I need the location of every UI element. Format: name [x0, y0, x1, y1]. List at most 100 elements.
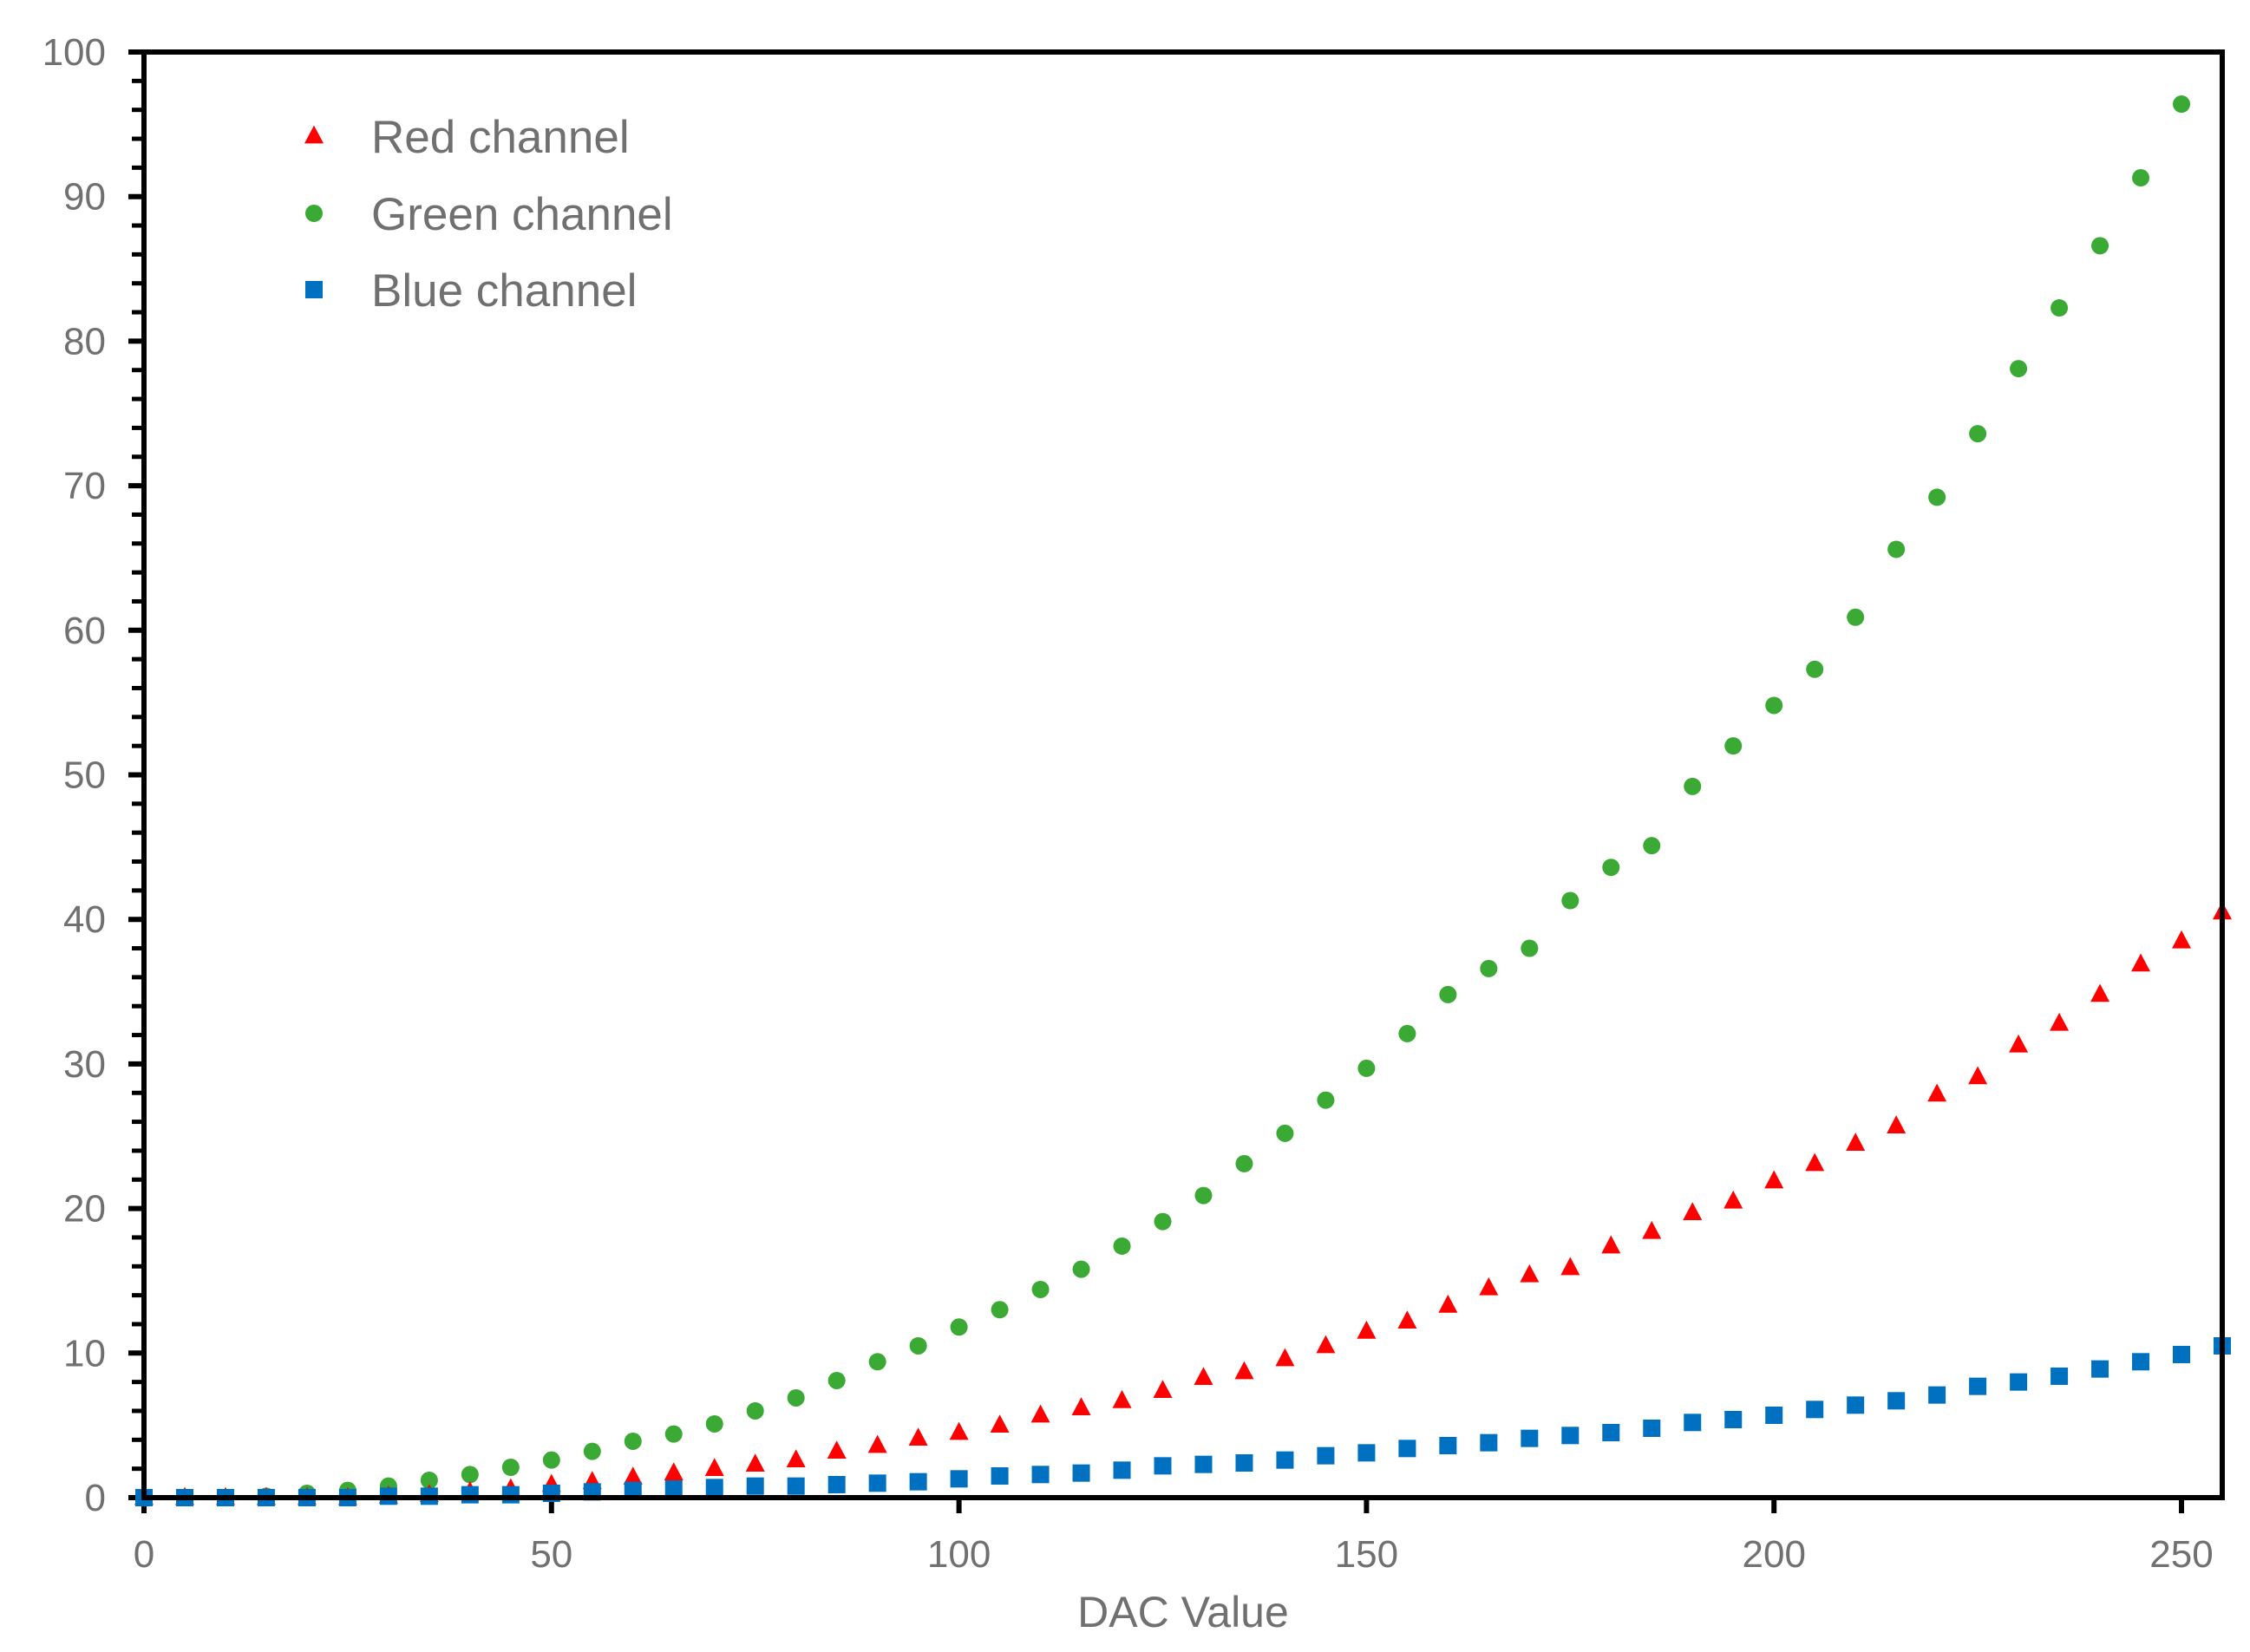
triangle-point	[1357, 1320, 1377, 1339]
square-point	[664, 1479, 683, 1498]
triangle-point	[1520, 1263, 1540, 1283]
y-tick-label: 80	[63, 320, 106, 362]
triangle-point	[786, 1449, 806, 1468]
triangle-point	[1030, 1404, 1050, 1423]
y-tick-label: 0	[85, 1477, 106, 1519]
triangle-point	[1479, 1277, 1499, 1296]
triangle-point	[2009, 1034, 2029, 1053]
circle-point	[1276, 1124, 1294, 1142]
triangle-point	[1805, 1152, 1825, 1172]
x-ticks: 0 50 100 150 200 250	[134, 1498, 2214, 1576]
square-point	[1724, 1410, 1743, 1428]
y-tick-label: 50	[63, 754, 106, 797]
square-point	[2132, 1353, 2150, 1371]
square-point	[1684, 1414, 1702, 1432]
square-point	[746, 1477, 764, 1495]
triangle-point	[949, 1421, 969, 1440]
circle-point	[1561, 891, 1580, 910]
series-red-channel	[134, 901, 2232, 1505]
circle-point	[1031, 1280, 1050, 1298]
triangle-point	[1642, 1220, 1662, 1239]
triangle-point	[1438, 1294, 1458, 1313]
circle-point	[909, 1336, 927, 1355]
square-point	[1806, 1401, 1824, 1419]
circle-point	[1724, 737, 1743, 755]
x-tick-label: 150	[1335, 1533, 1398, 1576]
triangle-point	[1968, 1066, 1988, 1085]
y-tick-label: 70	[63, 465, 106, 507]
square-point	[1194, 1455, 1213, 1473]
y-tick-label: 20	[63, 1188, 106, 1231]
square-point	[1561, 1427, 1580, 1445]
square-point	[2010, 1373, 2028, 1391]
circle-point	[1806, 660, 1824, 678]
square-point	[461, 1485, 479, 1504]
square-point	[1357, 1444, 1376, 1462]
square-point	[705, 1479, 723, 1497]
square-point	[1928, 1386, 1946, 1404]
square-point	[1765, 1406, 1783, 1424]
square-point	[1643, 1419, 1661, 1437]
circle-point	[705, 1414, 723, 1433]
circle-point	[746, 1401, 764, 1420]
triangle-point	[1683, 1202, 1703, 1221]
y-tick-label: 40	[63, 898, 106, 941]
triangle-point	[1397, 1310, 1417, 1329]
legend-item: Red channel	[304, 112, 630, 163]
x-axis-title: DAC Value	[1077, 1588, 1289, 1636]
triangle-point	[1560, 1257, 1580, 1276]
square-point	[2173, 1345, 2191, 1363]
y-tick-label: 10	[63, 1332, 106, 1374]
square-point	[909, 1472, 927, 1491]
triangle-point	[745, 1453, 765, 1472]
triangle-point	[1764, 1170, 1784, 1189]
triangle-point	[1112, 1389, 1132, 1408]
legend-square-marker	[305, 281, 323, 298]
triangle-point	[1316, 1335, 1336, 1354]
triangle-point	[1194, 1367, 1213, 1386]
triangle-point	[1071, 1397, 1091, 1416]
circle-point	[664, 1425, 683, 1443]
y-tick-label: 60	[63, 610, 106, 652]
circle-point	[420, 1471, 438, 1489]
circle-point	[1928, 488, 1946, 506]
triangle-point	[1234, 1361, 1254, 1380]
x-tick-label: 50	[530, 1533, 572, 1576]
y-tick-label: 30	[63, 1043, 106, 1086]
circle-point	[991, 1301, 1009, 1319]
square-point	[1031, 1466, 1050, 1484]
triangle-point	[1846, 1133, 1866, 1151]
triangle-point	[1601, 1235, 1621, 1254]
legend-label: Blue channel	[371, 265, 637, 317]
x-tick-label: 250	[2149, 1533, 2213, 1576]
circle-point	[1602, 859, 1620, 877]
triangle-point	[623, 1466, 643, 1485]
triangle-point	[990, 1414, 1010, 1433]
triangle-point	[1927, 1083, 1947, 1102]
triangle-point	[1887, 1115, 1907, 1133]
square-point	[2091, 1360, 2109, 1378]
circle-point	[1765, 696, 1783, 715]
square-point	[1887, 1392, 1906, 1410]
square-point	[787, 1477, 805, 1495]
triangle-point	[908, 1427, 928, 1446]
x-tick-label: 0	[134, 1533, 154, 1576]
circle-point	[1317, 1091, 1335, 1109]
circle-point	[1847, 608, 1865, 626]
triangle-point	[2131, 953, 2151, 972]
circle-point	[2051, 299, 2069, 317]
triangle-point	[704, 1458, 724, 1477]
triangle-point	[2050, 1012, 2070, 1031]
square-point	[2051, 1367, 2069, 1385]
circle-point	[624, 1432, 642, 1450]
x-tick-label: 100	[927, 1533, 991, 1576]
triangle-point	[1153, 1380, 1173, 1399]
triangle-point	[1723, 1190, 1743, 1209]
square-point	[1480, 1433, 1498, 1452]
circle-point	[787, 1388, 805, 1407]
circle-point	[827, 1371, 846, 1389]
square-point	[1521, 1429, 1539, 1447]
circle-point	[1643, 837, 1661, 855]
circle-point	[1235, 1154, 1253, 1172]
